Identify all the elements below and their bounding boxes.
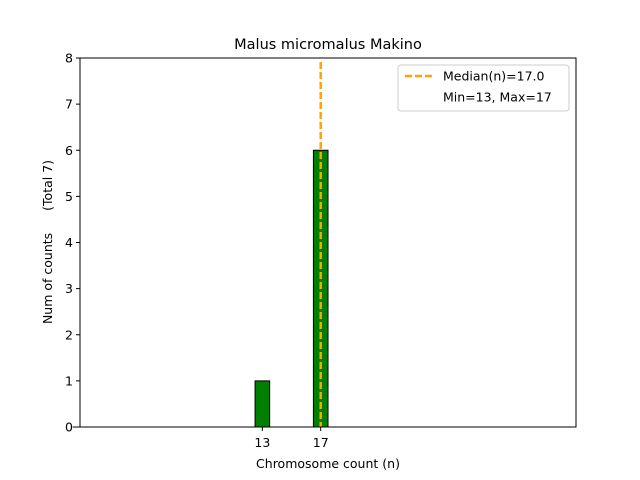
- x-tick-label: 13: [254, 435, 270, 450]
- y-axis-label: Num of counts (Total 7): [40, 160, 55, 324]
- y-tick-label: 2: [65, 327, 73, 342]
- y-axis-label-main: Num of counts: [40, 233, 55, 324]
- legend-range-label: Min=13, Max=17: [443, 90, 552, 105]
- y-axis-label-total: (Total 7): [40, 160, 55, 211]
- x-axis-ticks: 13 17: [254, 427, 329, 450]
- y-tick-label: 6: [65, 143, 73, 158]
- chart-title: Malus micromalus Makino: [234, 37, 422, 53]
- y-tick-label: 5: [65, 189, 73, 204]
- y-tick-label: 3: [65, 281, 73, 296]
- y-tick-label: 1: [65, 373, 73, 388]
- y-tick-label: 8: [65, 51, 73, 66]
- x-axis-label: Chromosome count (n): [256, 456, 400, 471]
- x-tick-label: 17: [313, 435, 329, 450]
- legend: Median(n)=17.0 Min=13, Max=17: [397, 64, 570, 112]
- y-tick-label: 0: [65, 420, 73, 435]
- bars: [254, 149, 329, 428]
- y-tick-label: 7: [65, 97, 73, 112]
- bar: [254, 380, 271, 428]
- legend-box: [397, 64, 570, 112]
- y-axis-ticks: 0 1 2 3 4 5 6 7 8: [65, 51, 80, 435]
- legend-median-label: Median(n)=17.0: [443, 69, 544, 84]
- y-tick-label: 4: [65, 235, 73, 250]
- plot-frame: [79, 57, 577, 428]
